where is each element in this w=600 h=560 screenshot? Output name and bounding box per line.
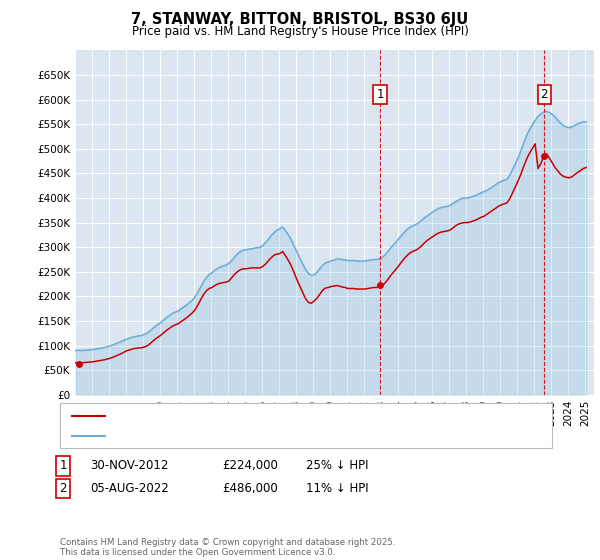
Text: 1: 1 (59, 459, 67, 473)
Text: 2: 2 (541, 88, 548, 101)
Point (74, 360, 84, 369)
Text: 2: 2 (59, 482, 67, 495)
Text: 05-AUG-2022: 05-AUG-2022 (90, 482, 169, 495)
Text: 7, STANWAY, BITTON, BRISTOL, BS30 6JU: 7, STANWAY, BITTON, BRISTOL, BS30 6JU (131, 12, 469, 27)
Text: 25% ↓ HPI: 25% ↓ HPI (306, 459, 368, 473)
Point (375, 280, 385, 289)
Text: 7, STANWAY, BITTON, BRISTOL, BS30 6JU (detached house): 7, STANWAY, BITTON, BRISTOL, BS30 6JU (d… (111, 410, 434, 421)
Text: £486,000: £486,000 (222, 482, 278, 495)
Point (539, 151, 549, 160)
Text: 30-NOV-2012: 30-NOV-2012 (90, 459, 169, 473)
Text: HPI: Average price, detached house, South Gloucestershire: HPI: Average price, detached house, Sout… (111, 431, 434, 441)
Text: £224,000: £224,000 (222, 459, 278, 473)
Text: 11% ↓ HPI: 11% ↓ HPI (306, 482, 368, 495)
Text: Contains HM Land Registry data © Crown copyright and database right 2025.
This d: Contains HM Land Registry data © Crown c… (60, 538, 395, 557)
Text: 1: 1 (376, 88, 383, 101)
Text: Price paid vs. HM Land Registry's House Price Index (HPI): Price paid vs. HM Land Registry's House … (131, 25, 469, 38)
